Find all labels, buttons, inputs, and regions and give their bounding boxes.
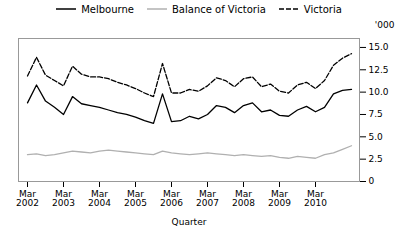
svg-text:'000: '000	[375, 20, 395, 30]
svg-text:15.0: 15.0	[369, 42, 389, 52]
svg-text:Mar2005: Mar2005	[124, 189, 147, 208]
svg-text:Mar2007: Mar2007	[196, 189, 219, 208]
svg-text:Mar2010: Mar2010	[304, 189, 327, 208]
svg-text:0: 0	[369, 176, 375, 186]
svg-text:Mar2004: Mar2004	[88, 189, 111, 208]
html-text:Melbourne: Melbourne	[81, 3, 134, 15]
svg-text:12.5: 12.5	[369, 65, 389, 75]
svg-text:Mar2002: Mar2002	[16, 189, 39, 208]
svg-text:Mar2009: Mar2009	[268, 189, 291, 208]
svg-text:2.5: 2.5	[369, 154, 383, 164]
svg-text:7.5: 7.5	[369, 109, 383, 119]
html-text:Balance of Victoria: Balance of Victoria	[172, 3, 266, 15]
html-text:Victoria: Victoria	[303, 3, 342, 15]
svg-text:Mar2008: Mar2008	[232, 189, 255, 208]
svg-text:5.0: 5.0	[369, 132, 384, 142]
svg-text:10.0: 10.0	[369, 87, 389, 97]
svg-text:Mar2006: Mar2006	[160, 189, 183, 208]
svg-text:Mar2003: Mar2003	[52, 189, 75, 208]
svg-text:Quarter: Quarter	[172, 217, 207, 227]
